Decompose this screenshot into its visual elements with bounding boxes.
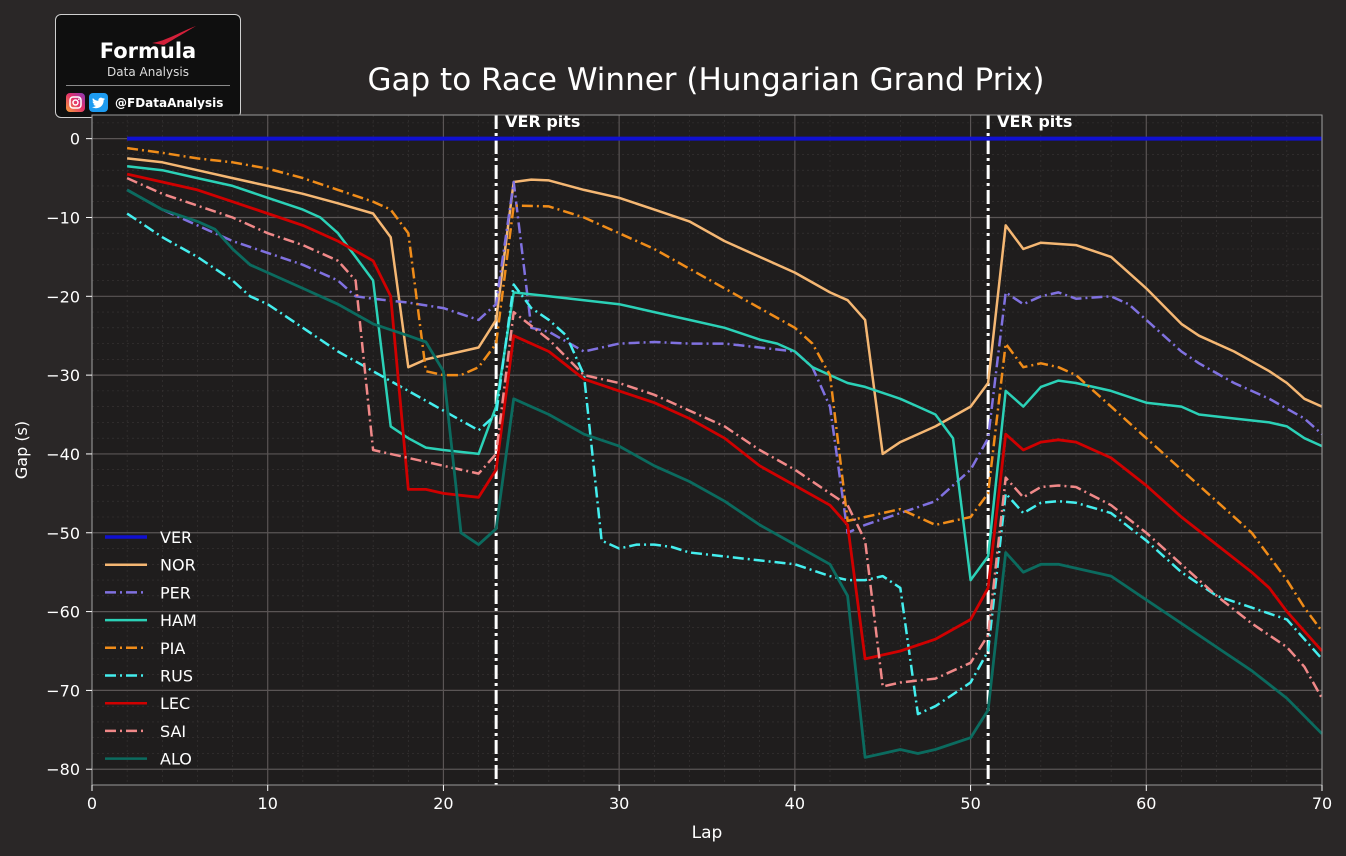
series-line-ham	[126, 164, 1323, 582]
y-tick-label: −30	[46, 366, 80, 385]
legend-label-per: PER	[160, 583, 191, 602]
chart-title: Gap to Race Winner (Hungarian Grand Prix…	[367, 62, 1044, 98]
x-tick-label: 20	[433, 794, 453, 813]
instagram-icon	[66, 93, 85, 112]
series-line-nor	[126, 157, 1323, 456]
y-tick-label: −50	[46, 524, 80, 543]
pit-stop-label: VER pits	[997, 112, 1072, 131]
legend-label-rus: RUS	[160, 667, 193, 686]
series-line-rus	[126, 212, 1323, 716]
x-axis: 0 10 20 30 40 50 60 70	[87, 785, 1332, 813]
y-tick-label: −20	[46, 287, 80, 306]
x-tick-label: 60	[1136, 794, 1156, 813]
legend-label-alo: ALO	[160, 750, 192, 769]
y-tick-label: −80	[46, 760, 80, 779]
social-row: @FDataAnalysis	[66, 93, 223, 112]
plot-frame	[91, 114, 1323, 786]
social-handle: @FDataAnalysis	[115, 95, 224, 110]
minor-grid	[92, 115, 1322, 786]
legend-label-pia: PIA	[160, 639, 185, 658]
series-line-lec	[126, 172, 1324, 661]
legend-label-ver: VER	[160, 528, 192, 547]
x-axis-label: Lap	[692, 823, 723, 843]
logo-title: Formula	[99, 39, 197, 63]
pit-stop-markers: VER pits VER pits	[494, 112, 1072, 785]
x-tick-label: 70	[1312, 794, 1332, 813]
pit-stop-label: VER pits	[505, 112, 580, 131]
logo-subtitle: Data Analysis	[107, 65, 189, 79]
series-line-pia	[126, 146, 1324, 633]
x-tick-label: 30	[609, 794, 629, 813]
brand-logo: Formula Data Analysis @FDataAnalysis	[55, 14, 241, 118]
twitter-icon	[89, 93, 108, 112]
y-tick-label: 0	[70, 130, 80, 149]
series-line-alo	[126, 188, 1323, 759]
y-tick-label: −60	[46, 603, 80, 622]
legend-label-nor: NOR	[160, 556, 196, 575]
x-tick-label: 0	[87, 794, 97, 813]
logo-divider	[66, 85, 230, 86]
x-tick-label: 40	[785, 794, 805, 813]
legend-label-ham: HAM	[160, 611, 197, 630]
legend-label-lec: LEC	[160, 694, 190, 713]
series-line-per	[126, 180, 1323, 535]
swoosh-icon	[152, 26, 196, 45]
plot-area	[92, 115, 1322, 785]
y-tick-label: −70	[46, 681, 80, 700]
legend: VER NOR PER HAM PIA RUS LEC SAI ALO	[105, 528, 197, 769]
x-tick-label: 10	[258, 794, 278, 813]
y-axis-label: Gap (s)	[12, 421, 31, 479]
y-axis: 0 −10 −20 −30 −40 −50 −60 −70 −80	[46, 130, 92, 779]
series-line-sai	[126, 176, 1324, 699]
y-tick-label: −10	[46, 208, 80, 227]
y-tick-label: −40	[46, 445, 80, 464]
series-layer	[126, 136, 1324, 759]
legend-label-sai: SAI	[160, 722, 186, 741]
x-tick-label: 50	[960, 794, 980, 813]
